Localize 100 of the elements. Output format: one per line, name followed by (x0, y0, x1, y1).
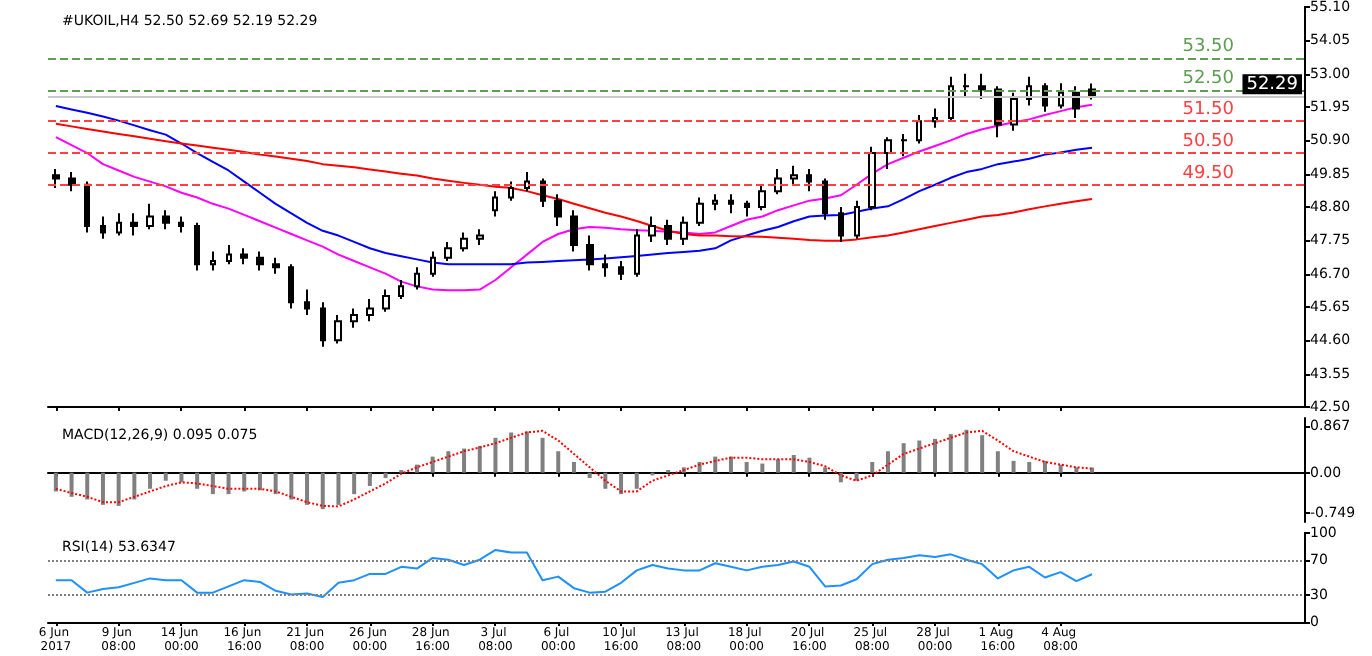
candlestick (1072, 85, 1080, 120)
bar (587, 472, 592, 479)
bar (524, 431, 529, 473)
bar (446, 451, 451, 473)
bar (634, 472, 639, 489)
bar (179, 472, 184, 483)
candlestick (272, 256, 280, 275)
line-series (54, 122, 1094, 242)
candlestick (210, 250, 216, 272)
candlestick (130, 212, 138, 237)
bar (100, 472, 105, 505)
candlestick (728, 193, 734, 215)
bar (791, 454, 796, 473)
bar (697, 461, 702, 473)
candlestick (194, 221, 200, 272)
candlestick (648, 215, 656, 243)
bar (1042, 460, 1047, 473)
candlestick (962, 72, 970, 97)
bar (116, 472, 121, 506)
candlestick (52, 167, 60, 189)
bar (760, 463, 765, 473)
bar (964, 429, 969, 473)
bar (807, 457, 812, 473)
candlestick (382, 288, 390, 313)
candlestick (806, 167, 812, 193)
ref-line-label: 53.50 (1182, 36, 1235, 57)
candlestick (444, 240, 452, 262)
bar (1058, 464, 1063, 473)
candlestick (350, 307, 358, 329)
candlestick (256, 250, 264, 272)
candlestick (508, 180, 514, 202)
candlestick (162, 209, 170, 231)
candlestick (916, 113, 922, 145)
candlestick (320, 301, 326, 348)
candlestick (460, 231, 468, 253)
bar (1011, 460, 1016, 473)
bar (289, 472, 294, 500)
bar (210, 472, 215, 495)
bar (257, 472, 262, 491)
bar (462, 448, 467, 473)
candlestick (586, 234, 594, 272)
candlestick (84, 180, 90, 234)
bar (430, 456, 435, 473)
bar (148, 472, 153, 489)
candlestick (868, 145, 876, 212)
candlestick (68, 171, 76, 193)
bar (870, 461, 875, 473)
candlestick (226, 244, 232, 266)
bar (477, 445, 482, 473)
candlestick (618, 259, 624, 282)
ref-line-label: 52.50 (1182, 68, 1235, 89)
bar (1027, 461, 1032, 473)
ref-line-label: 50.50 (1182, 132, 1235, 153)
bar (336, 472, 341, 505)
candlestick (884, 136, 892, 170)
candlestick (414, 266, 420, 291)
ref-line-label: 52.29 (1246, 75, 1299, 96)
bar (273, 472, 278, 495)
bar (367, 472, 372, 487)
bar (226, 472, 231, 495)
candlestick (304, 288, 310, 316)
bar (69, 472, 74, 497)
bar (744, 461, 749, 473)
bar (776, 459, 781, 473)
bar (195, 472, 200, 489)
bar (493, 437, 498, 473)
candlestick (712, 193, 718, 212)
candlestick (366, 298, 374, 323)
bar (603, 472, 608, 489)
bar (1074, 467, 1079, 473)
bar (619, 472, 624, 495)
candlestick (744, 199, 750, 218)
bar (995, 451, 1000, 473)
candlestick (398, 279, 404, 301)
candlestick (838, 206, 844, 243)
bar (509, 432, 514, 473)
bar (713, 456, 718, 473)
bar (948, 434, 953, 473)
candlestick (178, 215, 184, 234)
bar (571, 461, 576, 473)
candlestick (430, 250, 436, 278)
candlestick (774, 167, 782, 196)
bar (885, 451, 890, 473)
bar (320, 472, 325, 510)
bar (85, 472, 90, 500)
candlestick (240, 247, 248, 266)
bar (163, 472, 168, 481)
candlestick (570, 209, 578, 253)
bar (53, 472, 58, 492)
bar (305, 472, 310, 505)
bar (352, 472, 357, 495)
candlestick (790, 164, 798, 186)
bar (556, 451, 561, 473)
bar (823, 467, 828, 473)
bar (383, 472, 388, 479)
candlestick (758, 183, 766, 212)
line-series (54, 429, 1094, 508)
bar (933, 438, 938, 473)
bar (728, 456, 733, 473)
candlestick (854, 199, 860, 240)
